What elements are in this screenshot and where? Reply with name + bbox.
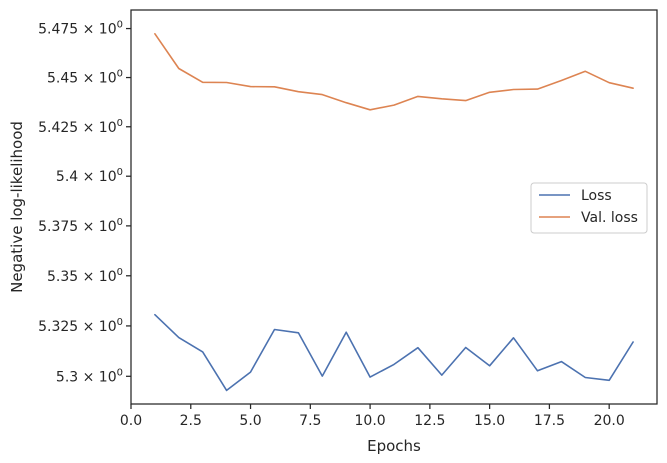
plot-frame xyxy=(130,9,658,405)
x-tick-label: 20.0 xyxy=(594,413,625,429)
y-tick-label: 5.35 × 100 xyxy=(47,267,123,285)
y-tick-label: 5.45 × 100 xyxy=(47,69,123,87)
x-axis: 0.0 2.5 5.0 7.5 10.0 12.5 15.0 17.5 20.0 xyxy=(120,404,625,429)
legend: Loss Val. loss xyxy=(530,182,648,234)
series-layer xyxy=(154,32,634,392)
x-axis-label: Epochs xyxy=(367,437,421,455)
y-tick-label: 5.425 × 100 xyxy=(38,118,123,136)
y-tick-label: 5.375 × 100 xyxy=(38,217,123,235)
x-tick-label: 7.5 xyxy=(299,413,321,429)
y-tick-label: 5.3 × 100 xyxy=(56,367,123,385)
x-tick-label: 2.5 xyxy=(180,413,202,429)
series-line-1 xyxy=(154,313,634,392)
x-tick-label: 12.5 xyxy=(414,413,445,429)
x-tick-label: 10.0 xyxy=(355,413,386,429)
y-tick-label: 5.4 × 100 xyxy=(56,167,123,185)
series-line-2 xyxy=(154,32,634,111)
x-tick-label: 5.0 xyxy=(239,413,261,429)
x-tick-label: 0.0 xyxy=(120,413,142,429)
legend-label: Loss xyxy=(581,188,612,204)
y-tick-label: 5.475 × 100 xyxy=(38,20,123,38)
y-tick-label: 5.325 × 100 xyxy=(38,317,123,335)
x-tick-label: 17.5 xyxy=(534,413,565,429)
y-axis-label: Negative log-likelihood xyxy=(8,121,26,293)
legend-label: Val. loss xyxy=(581,210,638,226)
x-tick-label: 15.0 xyxy=(474,413,505,429)
y-axis: 5.3 × 100 5.325 × 100 5.35 × 100 5.375 × 10… xyxy=(38,20,131,385)
